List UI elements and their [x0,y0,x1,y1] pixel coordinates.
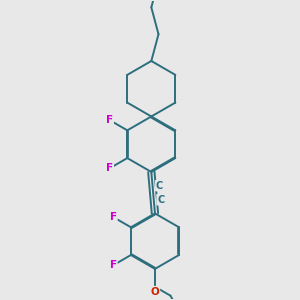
Text: O: O [151,287,159,297]
Text: F: F [110,212,117,222]
Text: F: F [110,260,117,270]
Text: F: F [106,116,113,125]
Text: C: C [157,195,164,205]
Text: C: C [156,181,163,190]
Text: F: F [106,163,113,173]
